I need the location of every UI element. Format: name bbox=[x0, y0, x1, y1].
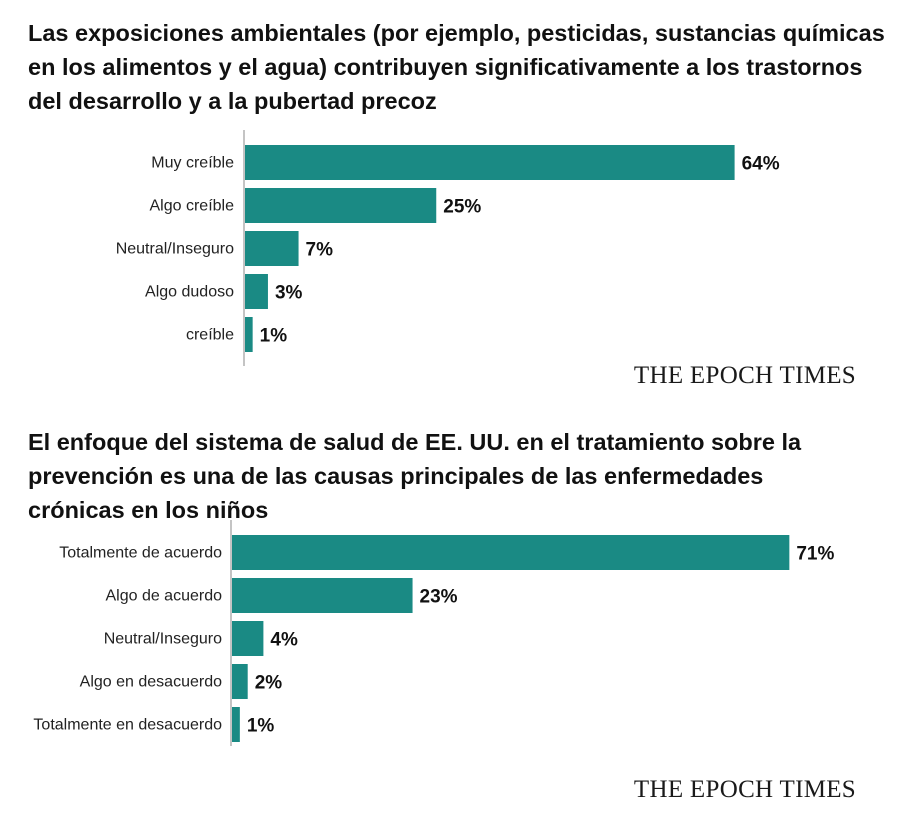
chart-1-value-label: 25% bbox=[443, 197, 481, 218]
chart-2-category-label: Neutral/Inseguro bbox=[104, 631, 222, 648]
chart-1-title: Las exposiciones ambientales (por ejempl… bbox=[28, 20, 885, 114]
chart-2-value-label: 1% bbox=[247, 716, 275, 737]
chart-2-bar bbox=[232, 578, 413, 613]
brand-logo-1: THE EPOCH TIMES bbox=[633, 362, 856, 389]
chart-2-bar bbox=[232, 621, 264, 656]
brand-logo-2: THE EPOCH TIMES bbox=[633, 776, 856, 803]
chart-1-category-label: Algo dudoso bbox=[145, 284, 234, 301]
chart-2-bar bbox=[232, 535, 790, 570]
chart-1-bar bbox=[245, 145, 735, 180]
chart-2-value-label: 4% bbox=[270, 630, 298, 651]
chart-1-value-label: 7% bbox=[306, 240, 334, 261]
chart-1-bar bbox=[245, 274, 268, 309]
chart-2-value-label: 71% bbox=[796, 544, 834, 565]
chart-2-title: El enfoque del sistema de salud de EE. U… bbox=[28, 429, 802, 523]
chart-2-category-label: Algo de acuerdo bbox=[105, 588, 222, 605]
chart-1-category-label: Algo creíble bbox=[150, 198, 235, 215]
chart-1-category-label: Muy creíble bbox=[151, 155, 234, 172]
chart-1-bar bbox=[245, 231, 299, 266]
chart-1-value-label: 64% bbox=[742, 154, 780, 175]
chart-2-category-label: Totalmente de acuerdo bbox=[59, 545, 222, 562]
chart-2-value-label: 2% bbox=[255, 673, 283, 694]
chart-2-category-label: Totalmente en desacuerdo bbox=[33, 717, 222, 734]
chart-1-category-label: Neutral/Inseguro bbox=[116, 241, 234, 258]
chart-2-bar bbox=[232, 664, 248, 699]
chart-1-plot: Muy creíble 64% Algo creíble 25% Neutral/Ins… bbox=[116, 130, 780, 366]
chart-2-value-label: 23% bbox=[420, 587, 458, 608]
chart-1-value-label: 1% bbox=[260, 326, 288, 347]
chart-1-value-label: 3% bbox=[275, 283, 303, 304]
chart-1-bar bbox=[245, 317, 253, 352]
chart-2-bar bbox=[232, 707, 240, 742]
chart-1-category-label: creíble bbox=[186, 327, 234, 344]
chart-1-bar bbox=[245, 188, 437, 223]
chart-2-plot: Totalmente de acuerdo 71% Algo de acuerdo 2… bbox=[33, 520, 834, 746]
chart-2-category-label: Algo en desacuerdo bbox=[80, 674, 222, 691]
